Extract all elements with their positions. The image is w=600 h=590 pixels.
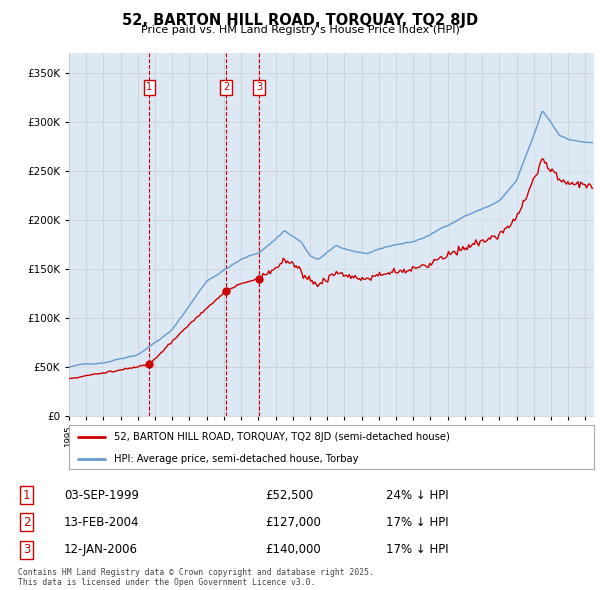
Text: 17% ↓ HPI: 17% ↓ HPI <box>386 543 449 556</box>
Text: HPI: Average price, semi-detached house, Torbay: HPI: Average price, semi-detached house,… <box>113 454 358 464</box>
Text: 03-SEP-1999: 03-SEP-1999 <box>64 489 139 502</box>
Text: 1: 1 <box>23 489 30 502</box>
Text: 3: 3 <box>256 83 262 93</box>
Text: £52,500: £52,500 <box>265 489 314 502</box>
Text: 3: 3 <box>23 543 30 556</box>
Text: Contains HM Land Registry data © Crown copyright and database right 2025.
This d: Contains HM Land Registry data © Crown c… <box>18 568 374 587</box>
Text: 52, BARTON HILL ROAD, TORQUAY, TQ2 8JD: 52, BARTON HILL ROAD, TORQUAY, TQ2 8JD <box>122 13 478 28</box>
Text: Price paid vs. HM Land Registry's House Price Index (HPI): Price paid vs. HM Land Registry's House … <box>140 25 460 35</box>
Text: 2: 2 <box>23 516 30 529</box>
Text: 13-FEB-2004: 13-FEB-2004 <box>64 516 139 529</box>
Text: £140,000: £140,000 <box>265 543 321 556</box>
Text: 17% ↓ HPI: 17% ↓ HPI <box>386 516 449 529</box>
Text: 24% ↓ HPI: 24% ↓ HPI <box>386 489 449 502</box>
Text: £127,000: £127,000 <box>265 516 322 529</box>
Text: 12-JAN-2006: 12-JAN-2006 <box>64 543 138 556</box>
Text: 1: 1 <box>146 83 152 93</box>
Text: 2: 2 <box>223 83 229 93</box>
Text: 52, BARTON HILL ROAD, TORQUAY, TQ2 8JD (semi-detached house): 52, BARTON HILL ROAD, TORQUAY, TQ2 8JD (… <box>113 432 449 442</box>
